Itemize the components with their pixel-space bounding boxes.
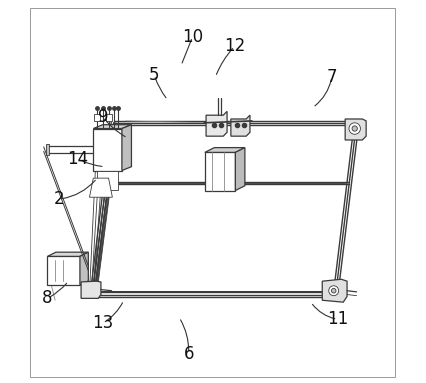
Text: 2: 2 [54,190,64,208]
Bar [47,256,80,285]
Text: 6: 6 [183,345,193,363]
Polygon shape [89,178,112,197]
Text: 9: 9 [98,108,108,126]
Circle shape [351,126,357,131]
Text: 10: 10 [181,28,203,46]
Text: 13: 13 [92,314,113,332]
Circle shape [348,123,360,134]
Text: 5: 5 [149,66,159,84]
Circle shape [331,288,335,293]
Bar [105,114,111,121]
Polygon shape [97,170,118,190]
Polygon shape [122,125,131,170]
Text: 12: 12 [223,38,245,56]
Polygon shape [206,111,227,136]
Polygon shape [204,147,245,152]
Polygon shape [47,252,88,256]
Text: 14: 14 [67,150,88,168]
Polygon shape [230,115,249,136]
Polygon shape [93,125,131,129]
Bar [94,114,100,121]
Text: 11: 11 [326,310,347,328]
Polygon shape [204,152,235,191]
Polygon shape [93,129,122,170]
Polygon shape [344,119,365,140]
Text: 7: 7 [326,68,336,86]
Polygon shape [322,279,346,302]
Circle shape [328,286,338,296]
Text: 8: 8 [42,289,53,307]
Polygon shape [81,281,101,298]
Polygon shape [80,252,88,285]
Polygon shape [235,147,245,191]
Bar [46,144,49,155]
